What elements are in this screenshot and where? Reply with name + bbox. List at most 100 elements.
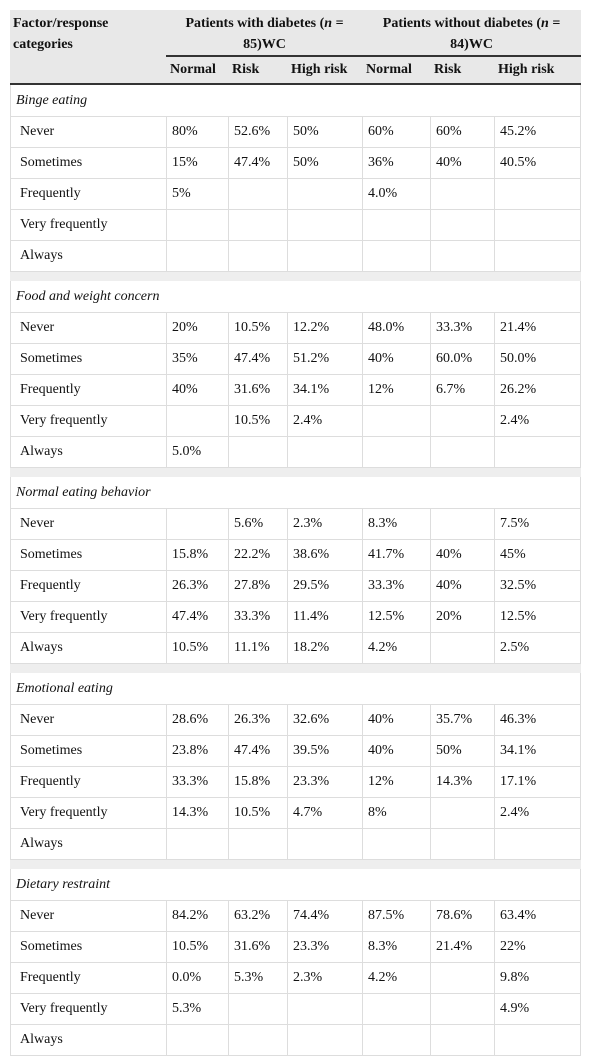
- cell: 5%: [166, 178, 229, 210]
- data-row: Very frequently 47.4% 33.3% 11.4% 12.5% 20% 12…: [10, 601, 582, 633]
- cell: [228, 240, 288, 272]
- data-row: Sometimes 10.5% 31.6% 23.3% 8.3% 21.4% 22%: [10, 931, 582, 963]
- section-row: Dietary restraint: [9, 868, 582, 901]
- cell: [430, 993, 496, 1025]
- row-label: Frequently: [10, 766, 167, 798]
- table-head: Factor/response categories Patients with…: [10, 10, 582, 85]
- cell: [228, 828, 288, 860]
- data-row: Sometimes 35% 47.4% 51.2% 40% 60.0% 50.0%: [10, 343, 582, 375]
- cell: [166, 1024, 229, 1056]
- group-text: = 84)WC: [450, 16, 561, 52]
- section-title: Dietary restraint: [9, 868, 582, 901]
- row-label: Never: [10, 312, 167, 344]
- cell: 26.3%: [166, 570, 229, 602]
- cell: 33.3%: [430, 312, 496, 344]
- section-title: Emotional eating: [9, 672, 582, 705]
- cell: 40%: [430, 539, 496, 571]
- table-body: Binge eating Never 80% 52.6% 50% 60% 60% 45.2% S…: [9, 83, 582, 1056]
- cell: 12.5%: [362, 601, 432, 633]
- data-row: Frequently 0.0% 5.3% 2.3% 4.2% 9.8%: [10, 962, 582, 994]
- cell: [286, 436, 364, 468]
- cell: 60%: [362, 116, 432, 148]
- cell: 33.3%: [362, 570, 432, 602]
- cell: 15%: [166, 147, 229, 179]
- cell: 60%: [430, 116, 496, 148]
- cell: [494, 1024, 582, 1056]
- cell: 50%: [430, 735, 496, 767]
- cell: 21.4%: [430, 931, 496, 963]
- data-row: Sometimes 15% 47.4% 50% 36% 40% 40.5%: [10, 147, 582, 179]
- cell: 26.3%: [228, 704, 288, 736]
- cell: 11.1%: [228, 632, 288, 664]
- cell: 38.6%: [286, 539, 364, 571]
- group-header: Patients with diabetes (n = 85)WC: [165, 10, 364, 57]
- cell: 40.5%: [494, 147, 582, 179]
- cell: 2.4%: [494, 797, 582, 829]
- data-row: Frequently 33.3% 15.8% 23.3% 12% 14.3% 17.1%: [10, 766, 582, 798]
- data-row: Very frequently 10.5% 2.4% 2.4%: [10, 405, 582, 437]
- row-label: Frequently: [10, 178, 167, 210]
- row-label: Always: [10, 632, 167, 664]
- cell: 48.0%: [362, 312, 432, 344]
- cell: 47.4%: [166, 601, 229, 633]
- cell: [494, 436, 582, 468]
- data-row: Never 84.2% 63.2% 74.4% 87.5% 78.6% 63.4%: [10, 900, 582, 932]
- data-row: Never 5.6% 2.3% 8.3% 7.5%: [10, 508, 582, 540]
- cell: [362, 436, 432, 468]
- cell: [166, 209, 229, 241]
- cell: [362, 993, 432, 1025]
- subheader: Risk: [430, 55, 496, 85]
- data-row: Always 10.5% 11.1% 18.2% 4.2% 2.5%: [10, 632, 582, 664]
- cell: 31.6%: [228, 931, 288, 963]
- cell: 10.5%: [228, 797, 288, 829]
- header-row: Factor/response categories Patients with…: [10, 10, 582, 85]
- data-row: Never 20% 10.5% 12.2% 48.0% 33.3% 21.4%: [10, 312, 582, 344]
- section-title: Food and weight concern: [9, 280, 582, 313]
- data-row: Frequently 26.3% 27.8% 29.5% 33.3% 40% 32.5%: [10, 570, 582, 602]
- cell: [286, 209, 364, 241]
- cell: [430, 508, 496, 540]
- subheader: Normal: [362, 55, 432, 85]
- row-label: Never: [10, 508, 167, 540]
- cell: [286, 993, 364, 1025]
- row-label: Very frequently: [10, 797, 167, 829]
- cell: 14.3%: [166, 797, 229, 829]
- cell: 2.3%: [286, 962, 364, 994]
- cell: 32.6%: [286, 704, 364, 736]
- cell: 4.2%: [362, 962, 432, 994]
- cell: 50%: [286, 116, 364, 148]
- row-label: Very frequently: [10, 993, 167, 1025]
- cell: [166, 240, 229, 272]
- cell: [166, 508, 229, 540]
- cell: 10.5%: [228, 405, 288, 437]
- factor-header: Factor/response categories: [10, 10, 167, 85]
- cell: 8%: [362, 797, 432, 829]
- cell: 5.3%: [166, 993, 229, 1025]
- gap-row: [9, 467, 582, 477]
- cell: 4.7%: [286, 797, 364, 829]
- cell: 9.8%: [494, 962, 582, 994]
- cell: 15.8%: [166, 539, 229, 571]
- row-label: Always: [10, 828, 167, 860]
- cell: 50.0%: [494, 343, 582, 375]
- cell: 36%: [362, 147, 432, 179]
- cell: 2.5%: [494, 632, 582, 664]
- row-label: Sometimes: [10, 931, 167, 963]
- cell: [286, 1024, 364, 1056]
- cell: 52.6%: [228, 116, 288, 148]
- data-row: Never 28.6% 26.3% 32.6% 40% 35.7% 46.3%: [10, 704, 582, 736]
- cell: 31.6%: [228, 374, 288, 406]
- cell: 23.8%: [166, 735, 229, 767]
- cell: [362, 828, 432, 860]
- subheader: High risk: [494, 55, 582, 85]
- row-label: Very frequently: [10, 601, 167, 633]
- cell: [228, 993, 288, 1025]
- cell: [430, 178, 496, 210]
- cell: 20%: [430, 601, 496, 633]
- gap-cell: [9, 467, 582, 477]
- data-row: Sometimes 23.8% 47.4% 39.5% 40% 50% 34.1%: [10, 735, 582, 767]
- cell: 15.8%: [228, 766, 288, 798]
- group-text: Patients with diabetes (: [185, 16, 325, 31]
- cell: 23.3%: [286, 766, 364, 798]
